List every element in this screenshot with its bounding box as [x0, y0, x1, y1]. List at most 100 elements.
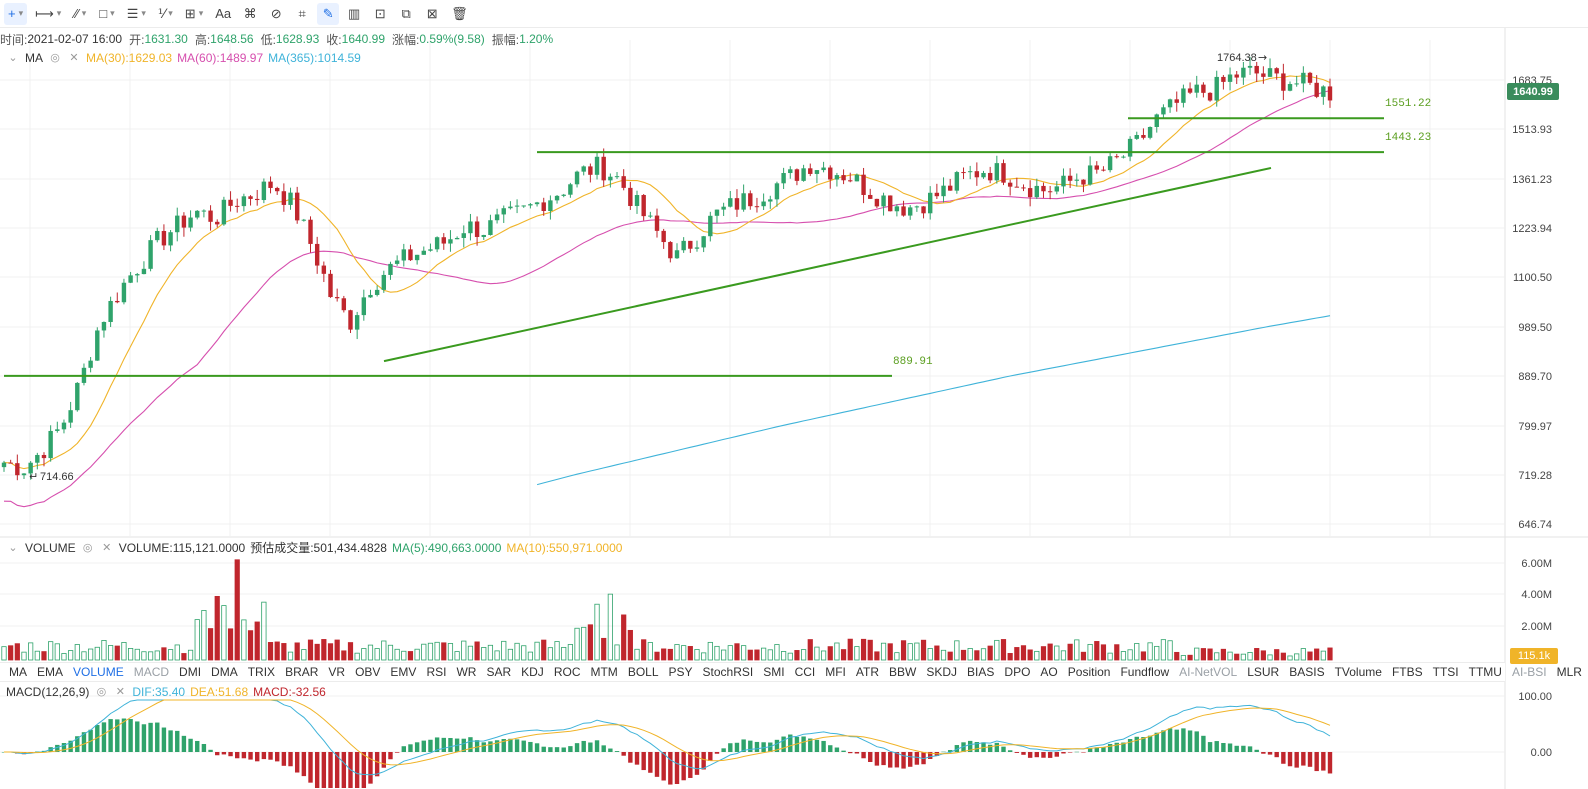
brush-tool[interactable]: ✎	[317, 2, 340, 25]
tab-ai-netvol[interactable]: AI-NetVOL	[1179, 665, 1238, 679]
ruler-tool[interactable]: ⌗	[291, 3, 313, 25]
tab-trix[interactable]: TRIX	[247, 665, 276, 679]
tab-ao[interactable]: AO	[1040, 665, 1058, 679]
macd-bar	[834, 747, 840, 752]
fibonacci-tool[interactable]: ⅟ ▾	[154, 3, 177, 25]
tab-mlr[interactable]: MLR	[1556, 665, 1582, 679]
candle-body	[328, 273, 333, 298]
tab-bias[interactable]: BIAS	[967, 665, 995, 679]
candle	[1107, 152, 1113, 173]
tab-atr[interactable]: ATR	[855, 665, 880, 679]
hide-tool[interactable]: ⊠	[421, 3, 443, 25]
tab-dma[interactable]: DMA	[211, 665, 238, 679]
text-tool[interactable]: Aa	[211, 3, 235, 25]
tab-macd[interactable]: MACD	[133, 665, 170, 679]
tab-vr[interactable]: VR	[328, 665, 346, 679]
measure-tool[interactable]: ⊞ ▾	[181, 3, 207, 25]
caret-down-icon[interactable]: ▾	[81, 8, 87, 18]
candle	[81, 363, 87, 386]
volume-bar	[654, 651, 660, 661]
tab-sar[interactable]: SAR	[486, 665, 512, 679]
caret-down-icon[interactable]: ▾	[110, 8, 115, 18]
lock-tool[interactable]: ⊡	[369, 3, 391, 25]
trend-line-tool[interactable]: ⁄⁄ ▾	[69, 3, 91, 25]
ascending-trendline[interactable]	[383, 166, 1272, 363]
volume-bar	[1247, 652, 1253, 661]
tab-ttsi[interactable]: TTSI	[1432, 665, 1459, 679]
tab-skdj[interactable]: SKDJ	[926, 665, 958, 679]
candle	[554, 195, 560, 204]
caret-down-icon[interactable]: ▾	[168, 8, 173, 18]
volume-bar	[141, 651, 147, 661]
volume-bar	[1007, 653, 1013, 661]
lock-tool-icon: ⊡	[374, 5, 386, 21]
candle-body	[454, 237, 460, 240]
rectangle-tool[interactable]: □ ▾	[95, 3, 118, 25]
volume-bar	[587, 624, 593, 661]
tab-lsur[interactable]: LSUR	[1247, 665, 1280, 679]
tab-obv[interactable]: OBV	[355, 665, 381, 679]
price-tick-label: 1361.23	[1512, 174, 1552, 186]
tab-psy[interactable]: PSY	[668, 665, 693, 679]
macd-bar	[1247, 746, 1253, 752]
eye-icon[interactable]: ◎	[96, 686, 107, 698]
caret-down-icon[interactable]: ▾	[56, 8, 62, 18]
tab-mfi[interactable]: MFI	[825, 665, 846, 679]
tab-roc[interactable]: ROC	[553, 665, 581, 679]
macd-bar	[308, 752, 313, 783]
tab-bbw[interactable]: BBW	[889, 665, 917, 679]
tab-cci[interactable]: CCI	[794, 665, 816, 679]
pattern-tool[interactable]: ⌘	[239, 3, 261, 25]
tab-smi[interactable]: SMI	[763, 665, 785, 679]
tab-mtm[interactable]: MTM	[590, 665, 618, 679]
close-icon[interactable]: ✕	[115, 686, 125, 698]
tab-kdj[interactable]: KDJ	[521, 665, 544, 679]
tab-ai-bsi[interactable]: AI-BSI	[1511, 665, 1547, 679]
volume-bar	[1020, 645, 1027, 661]
tab-ema[interactable]: EMA	[37, 665, 64, 679]
tab-position[interactable]: Position	[1067, 665, 1111, 679]
tab-wr[interactable]: WR	[456, 665, 477, 679]
tab-boll[interactable]: BOLL	[627, 665, 659, 679]
tab-ma[interactable]: MA	[9, 665, 27, 679]
horizontal-ray-tool[interactable]: ⟼ ▾	[31, 3, 65, 25]
macd-bar	[814, 739, 820, 752]
magnet-tool[interactable]: ⊘	[265, 3, 287, 25]
caret-down-icon[interactable]: ▾	[141, 8, 146, 18]
caret-down-icon[interactable]: ▾	[18, 8, 24, 18]
eye-icon[interactable]: ◎	[50, 52, 60, 64]
tab-emv[interactable]: EMV	[390, 665, 417, 679]
volume-bar	[554, 641, 560, 661]
chevron-down-icon[interactable]: ⌄	[8, 542, 18, 554]
tab-basis[interactable]: BASIS	[1289, 665, 1325, 679]
candle	[987, 166, 993, 184]
delete-tool[interactable]: 🗑	[447, 3, 472, 25]
eye-icon[interactable]: ◎	[82, 542, 93, 554]
macd-bar	[568, 746, 573, 752]
macd-bar	[1207, 742, 1213, 752]
close-icon[interactable]: ✕	[102, 542, 112, 554]
chevron-down-icon[interactable]: ⌄	[8, 52, 18, 64]
crosshair-tool[interactable]: + ▾	[4, 2, 28, 25]
tab-volume[interactable]: VOLUME	[73, 665, 124, 679]
candle-body	[768, 199, 773, 202]
tab-fundflow[interactable]: Fundflow	[1120, 665, 1170, 679]
tab-rsi[interactable]: RSI	[426, 665, 447, 679]
tab-dmi[interactable]: DMI	[179, 665, 202, 679]
tab-stochrsi[interactable]: StochRSI	[702, 665, 754, 679]
tab-dpo[interactable]: DPO	[1004, 665, 1031, 679]
ma60-line	[3, 90, 1331, 508]
copy-tool[interactable]: ⧉	[395, 3, 417, 25]
volume-bar	[834, 642, 840, 661]
tab-ttmu[interactable]: TTMU	[1468, 665, 1502, 679]
volume-bar	[108, 645, 114, 661]
volume-bar	[1314, 648, 1320, 661]
tab-tvolume[interactable]: TVolume	[1334, 665, 1382, 679]
bars-pattern-tool[interactable]: ▥	[343, 3, 365, 25]
caret-down-icon[interactable]: ▾	[198, 8, 204, 18]
tab-ftbs[interactable]: FTBS	[1391, 665, 1423, 679]
parallel-lines-tool[interactable]: ☰ ▾	[123, 3, 150, 25]
tab-brar[interactable]: BRAR	[285, 665, 319, 679]
close-icon[interactable]: ✕	[69, 52, 79, 64]
